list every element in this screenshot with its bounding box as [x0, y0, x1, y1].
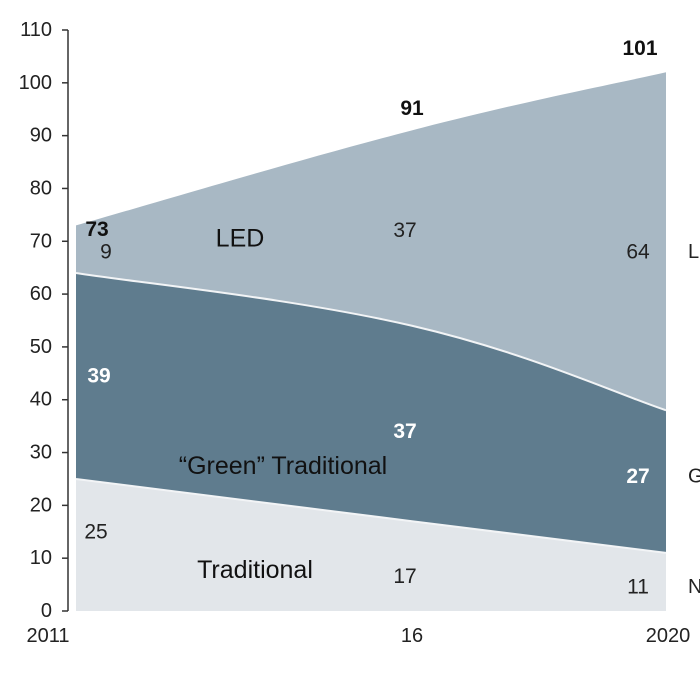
- edge-label: L: [688, 241, 699, 263]
- edge-label: G: [688, 465, 700, 487]
- boundary-line-1: [75, 477, 667, 554]
- y-tick-label: 70: [30, 230, 52, 252]
- segment-value-label: 39: [87, 364, 110, 387]
- area-led: [76, 72, 666, 411]
- y-tick-label: 40: [30, 389, 52, 411]
- series-label-green-traditional: “Green” Traditional: [179, 452, 387, 480]
- series-label-led: LED: [216, 225, 265, 253]
- y-tick-label: 110: [20, 19, 52, 41]
- chart-areas: [75, 72, 667, 611]
- total-label: 73: [85, 218, 108, 241]
- y-tick-label: 20: [30, 494, 52, 516]
- x-tick-label: 2011: [26, 625, 69, 647]
- segment-value-label: 37: [393, 219, 416, 242]
- segment-value-label: 9: [100, 240, 112, 263]
- edge-label: N: [688, 576, 700, 598]
- total-label: 101: [622, 37, 657, 60]
- segment-value-label: 25: [84, 520, 107, 543]
- area-green-traditional: [76, 272, 666, 553]
- segment-value-label: 37: [393, 420, 416, 443]
- y-tick-label: 50: [30, 336, 52, 358]
- segment-value-label: 17: [393, 565, 416, 588]
- area-traditional: [76, 478, 666, 611]
- segment-value-label: 27: [626, 465, 649, 488]
- y-tick-label: 0: [41, 600, 52, 622]
- y-tick-label: 80: [30, 177, 52, 199]
- x-tick-label: 16: [401, 625, 423, 647]
- y-tick-label: 90: [30, 125, 52, 147]
- boundary-line-2: [75, 271, 667, 412]
- y-tick-label: 10: [30, 547, 52, 569]
- segment-value-label: 64: [626, 240, 650, 263]
- y-tick-label: 100: [19, 72, 52, 94]
- y-tick-label: 30: [30, 442, 52, 464]
- segment-value-label: 11: [627, 576, 649, 599]
- chart-axis: 0 10 20 30 40 50 60 70 80 90 100 110 2011 16 2020: [19, 19, 691, 647]
- total-label: 91: [400, 97, 424, 120]
- y-tick-label: 60: [30, 283, 52, 305]
- x-tick-label: 2020: [646, 625, 691, 647]
- series-label-traditional: Traditional: [197, 556, 313, 584]
- chart-labels: 73 91 101 25 17 11 39 37 27 9 37 64 LED “Green” Tradi…: [84, 37, 700, 599]
